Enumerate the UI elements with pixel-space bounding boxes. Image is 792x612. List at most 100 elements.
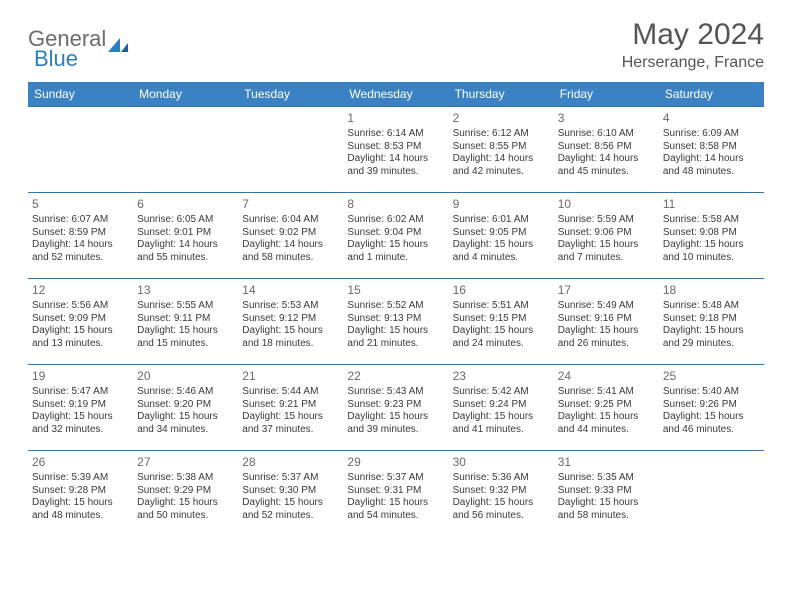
day-number: 22 (347, 369, 444, 384)
day-number: 8 (347, 197, 444, 212)
sunset-line: Sunset: 8:56 PM (558, 141, 655, 154)
daylight-line: Daylight: 15 hours and 54 minutes. (347, 497, 444, 522)
sunrise-line: Sunrise: 6:14 AM (347, 128, 444, 141)
sunset-line: Sunset: 9:08 PM (663, 227, 760, 240)
day-number: 1 (347, 111, 444, 126)
sunrise-line: Sunrise: 6:12 AM (453, 128, 550, 141)
sunset-line: Sunset: 9:28 PM (32, 485, 129, 498)
weekday-header: Sunday (28, 82, 133, 107)
location-label: Herserange, France (622, 54, 764, 72)
sunrise-line: Sunrise: 5:38 AM (137, 472, 234, 485)
sunrise-line: Sunrise: 5:59 AM (558, 214, 655, 227)
day-number: 18 (663, 283, 760, 298)
day-number: 5 (32, 197, 129, 212)
day-number: 11 (663, 197, 760, 212)
daylight-line: Daylight: 15 hours and 18 minutes. (242, 325, 339, 350)
sunrise-line: Sunrise: 5:56 AM (32, 300, 129, 313)
calendar-day-cell: 5Sunrise: 6:07 AMSunset: 8:59 PMDaylight… (28, 193, 133, 279)
sunset-line: Sunset: 9:11 PM (137, 313, 234, 326)
calendar-day-cell: 3Sunrise: 6:10 AMSunset: 8:56 PMDaylight… (554, 107, 659, 193)
daylight-line: Daylight: 15 hours and 26 minutes. (558, 325, 655, 350)
day-number: 4 (663, 111, 760, 126)
sunset-line: Sunset: 8:55 PM (453, 141, 550, 154)
day-number: 29 (347, 455, 444, 470)
day-number: 24 (558, 369, 655, 384)
daylight-line: Daylight: 15 hours and 24 minutes. (453, 325, 550, 350)
daylight-line: Daylight: 14 hours and 42 minutes. (453, 153, 550, 178)
title-block: May 2024 Herserange, France (622, 18, 764, 72)
calendar-week-row: 1Sunrise: 6:14 AMSunset: 8:53 PMDaylight… (28, 107, 764, 193)
calendar-day-cell: 21Sunrise: 5:44 AMSunset: 9:21 PMDayligh… (238, 365, 343, 451)
daylight-line: Daylight: 14 hours and 39 minutes. (347, 153, 444, 178)
day-number: 9 (453, 197, 550, 212)
calendar-week-row: 5Sunrise: 6:07 AMSunset: 8:59 PMDaylight… (28, 193, 764, 279)
day-number: 6 (137, 197, 234, 212)
sunset-line: Sunset: 9:20 PM (137, 399, 234, 412)
daylight-line: Daylight: 15 hours and 41 minutes. (453, 411, 550, 436)
calendar-day-cell: 26Sunrise: 5:39 AMSunset: 9:28 PMDayligh… (28, 451, 133, 537)
daylight-line: Daylight: 15 hours and 21 minutes. (347, 325, 444, 350)
calendar-day-cell: 19Sunrise: 5:47 AMSunset: 9:19 PMDayligh… (28, 365, 133, 451)
daylight-line: Daylight: 15 hours and 44 minutes. (558, 411, 655, 436)
calendar-day-cell: 22Sunrise: 5:43 AMSunset: 9:23 PMDayligh… (343, 365, 448, 451)
daylight-line: Daylight: 15 hours and 37 minutes. (242, 411, 339, 436)
sunset-line: Sunset: 9:16 PM (558, 313, 655, 326)
sunrise-line: Sunrise: 5:55 AM (137, 300, 234, 313)
day-number: 21 (242, 369, 339, 384)
calendar-day-cell (659, 451, 764, 537)
calendar-table: SundayMondayTuesdayWednesdayThursdayFrid… (28, 82, 764, 537)
day-number: 3 (558, 111, 655, 126)
day-number: 20 (137, 369, 234, 384)
brand-word-2: Blue (34, 46, 78, 72)
day-number: 12 (32, 283, 129, 298)
sunset-line: Sunset: 9:19 PM (32, 399, 129, 412)
sunrise-line: Sunrise: 5:49 AM (558, 300, 655, 313)
calendar-day-cell: 13Sunrise: 5:55 AMSunset: 9:11 PMDayligh… (133, 279, 238, 365)
sunrise-line: Sunrise: 6:05 AM (137, 214, 234, 227)
daylight-line: Daylight: 14 hours and 45 minutes. (558, 153, 655, 178)
calendar-day-cell: 16Sunrise: 5:51 AMSunset: 9:15 PMDayligh… (449, 279, 554, 365)
daylight-line: Daylight: 15 hours and 52 minutes. (242, 497, 339, 522)
sunset-line: Sunset: 8:53 PM (347, 141, 444, 154)
day-number: 16 (453, 283, 550, 298)
calendar-body: 1Sunrise: 6:14 AMSunset: 8:53 PMDaylight… (28, 107, 764, 537)
calendar-day-cell: 12 Sunrise: 5:56 AMSunset: 9:09 PMDayligh… (28, 279, 133, 365)
weekday-header: Wednesday (343, 82, 448, 107)
weekday-header: Monday (133, 82, 238, 107)
day-number: 7 (242, 197, 339, 212)
calendar-day-cell: 15Sunrise: 5:52 AMSunset: 9:13 PMDayligh… (343, 279, 448, 365)
month-title: May 2024 (622, 18, 764, 52)
sunset-line: Sunset: 9:21 PM (242, 399, 339, 412)
sunrise-line: Sunrise: 5:52 AM (347, 300, 444, 313)
sunrise-line: Sunrise: 5:46 AM (137, 386, 234, 399)
sunrise-line: Sunrise: 5:58 AM (663, 214, 760, 227)
daylight-line: Daylight: 15 hours and 50 minutes. (137, 497, 234, 522)
sunset-line: Sunset: 9:24 PM (453, 399, 550, 412)
sunset-line: Sunset: 9:31 PM (347, 485, 444, 498)
calendar-day-cell: 8Sunrise: 6:02 AMSunset: 9:04 PMDaylight… (343, 193, 448, 279)
sunset-line: Sunset: 9:09 PM (32, 313, 129, 326)
daylight-line: Daylight: 15 hours and 32 minutes. (32, 411, 129, 436)
calendar-day-cell: 23Sunrise: 5:42 AMSunset: 9:24 PMDayligh… (449, 365, 554, 451)
day-number: 17 (558, 283, 655, 298)
sunset-line: Sunset: 9:30 PM (242, 485, 339, 498)
day-number: 14 (242, 283, 339, 298)
sunrise-line: Sunrise: 6:09 AM (663, 128, 760, 141)
day-number: 23 (453, 369, 550, 384)
weekday-header: Saturday (659, 82, 764, 107)
sunrise-line: Sunrise: 5:43 AM (347, 386, 444, 399)
sunrise-line: Sunrise: 5:39 AM (32, 472, 129, 485)
daylight-line: Daylight: 15 hours and 34 minutes. (137, 411, 234, 436)
daylight-line: Daylight: 15 hours and 56 minutes. (453, 497, 550, 522)
calendar-day-cell: 14Sunrise: 5:53 AMSunset: 9:12 PMDayligh… (238, 279, 343, 365)
sunset-line: Sunset: 9:01 PM (137, 227, 234, 240)
calendar-week-row: 19Sunrise: 5:47 AMSunset: 9:19 PMDayligh… (28, 365, 764, 451)
calendar-day-cell: 17 Sunrise: 5:49 AMSunset: 9:16 PMDayligh… (554, 279, 659, 365)
sunrise-line: Sunrise: 5:36 AM (453, 472, 550, 485)
daylight-line: Daylight: 15 hours and 13 minutes. (32, 325, 129, 350)
daylight-line: Daylight: 15 hours and 39 minutes. (347, 411, 444, 436)
calendar-day-cell: 2Sunrise: 6:12 AMSunset: 8:55 PMDaylight… (449, 107, 554, 193)
calendar-day-cell: 24Sunrise: 5:41 AMSunset: 9:25 PMDayligh… (554, 365, 659, 451)
sunset-line: Sunset: 9:26 PM (663, 399, 760, 412)
day-number: 28 (242, 455, 339, 470)
